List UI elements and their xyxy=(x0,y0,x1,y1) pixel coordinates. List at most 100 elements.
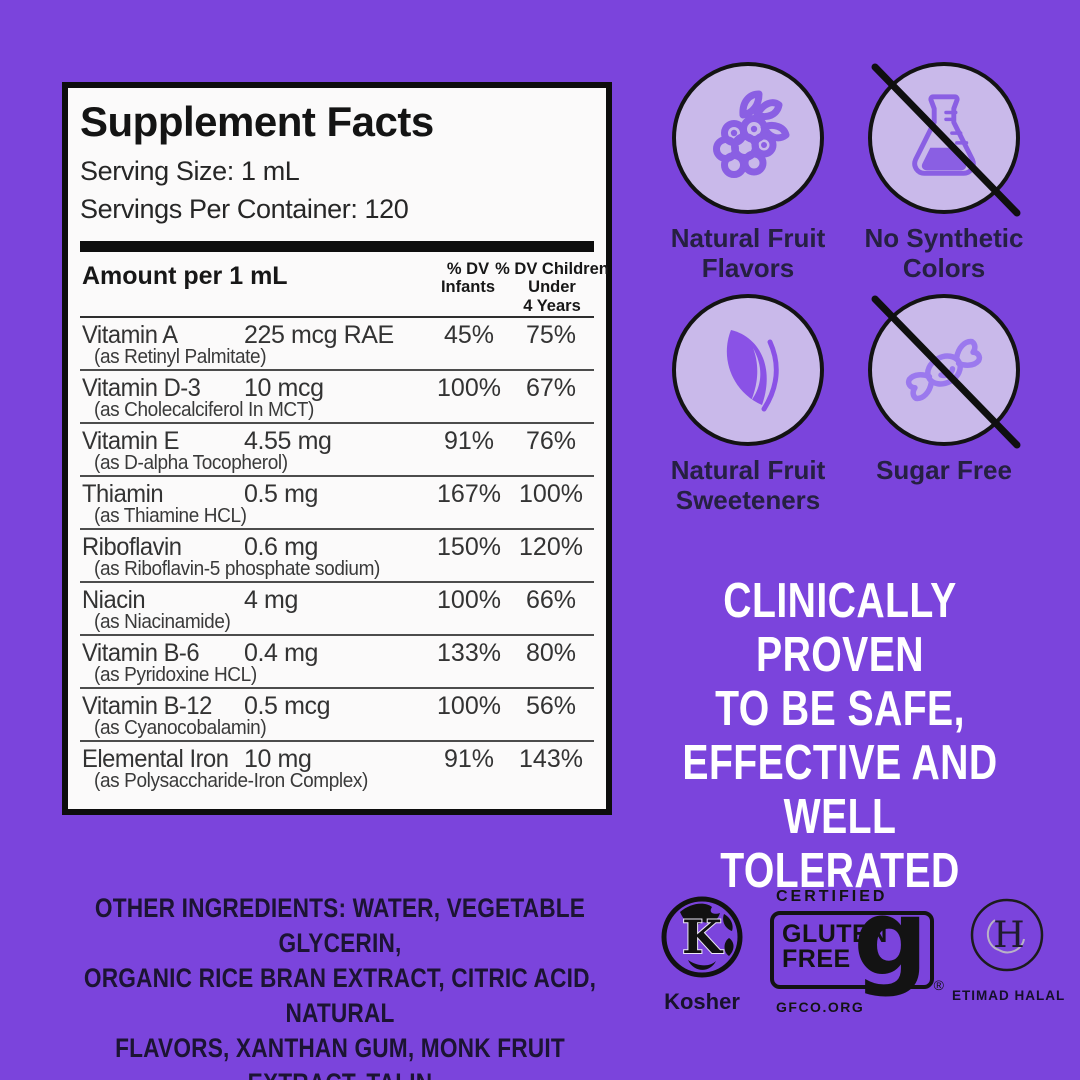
nutrient-amount: 0.6 mg xyxy=(244,533,319,561)
table-row: Vitamin B-12 0.5 mcg 100% 56% (as Cyanoc… xyxy=(80,689,594,742)
nutrient-amount: 0.4 mg xyxy=(244,639,319,667)
dv-children-value: 76% xyxy=(525,427,577,455)
supplement-facts-panel: Supplement Facts Serving Size: 1 mL Serv… xyxy=(62,82,612,815)
candy-icon xyxy=(905,338,983,402)
nutrient-name: Elemental Iron xyxy=(82,745,229,773)
table-row: Vitamin B-6 0.4 mg 133% 80% (as Pyridoxi… xyxy=(80,636,594,689)
column-dv-infants: % DV Infants xyxy=(440,260,496,297)
nutrient-form: (as Polysaccharide-Iron Complex) xyxy=(94,770,369,792)
dv-children-value: 120% xyxy=(519,533,583,561)
badge-label: Natural Fruit Sweeteners xyxy=(670,455,826,516)
dv-children-value: 56% xyxy=(525,692,577,720)
nutrient-form: (as Thiamine HCL) xyxy=(94,505,247,527)
nutrient-name: Vitamin B-6 xyxy=(82,639,200,667)
nutrient-name: Vitamin B-12 xyxy=(82,692,212,720)
dv-children-value: 80% xyxy=(525,639,577,667)
table-row: Niacin 4 mg 100% 66% (as Niacinamide) xyxy=(80,583,594,636)
nutrient-name: Vitamin A xyxy=(82,321,178,349)
nutrient-name: Vitamin E xyxy=(82,427,179,455)
dv-children-value: 100% xyxy=(519,480,583,508)
nutrient-amount: 10 mcg xyxy=(244,374,324,402)
badge-sugar-free: Sugar Free xyxy=(846,294,1042,485)
dv-infants-value: 167% xyxy=(437,480,501,508)
nutrient-amount: 4 mg xyxy=(244,586,298,614)
halal-monogram-icon: H xyxy=(970,898,1044,972)
kosher-label: Kosher xyxy=(664,989,740,1014)
registered-mark: ® xyxy=(933,977,944,993)
halal-h-letter: H xyxy=(993,915,1024,956)
nutrient-form: (as D-alpha Tocopherol) xyxy=(94,452,288,474)
badge-label: Sugar Free xyxy=(876,455,1012,485)
nutrient-amount: 225 mcg RAE xyxy=(244,321,394,349)
badge-natural-fruit-sweeteners: Natural Fruit Sweeteners xyxy=(650,294,846,515)
gfco-url: GFCO.ORG xyxy=(776,999,865,1015)
table-row: Vitamin E 4.55 mg 91% 76% (as D-alpha To… xyxy=(80,424,594,477)
nutrient-form: (as Cyanocobalamin) xyxy=(94,717,267,739)
table-row: Thiamin 0.5 mg 167% 100% (as Thiamine HC… xyxy=(80,477,594,530)
table-header: Amount per 1 mL % DV Infants % DV Childr… xyxy=(80,252,609,318)
nutrient-name: Thiamin xyxy=(82,480,164,508)
gf-word-free: FREE xyxy=(782,945,851,973)
dv-infants-value: 100% xyxy=(437,692,501,720)
nutrient-name: Vitamin D-3 xyxy=(82,374,201,402)
nutrient-name: Niacin xyxy=(82,586,146,614)
feature-badges: Natural Fruit Flavors xyxy=(650,62,1042,522)
certification-logos: K Kosher CERTIFIED GLUTEN FREE g ® GFCO.… xyxy=(640,880,1070,1030)
panel-title: Supplement Facts xyxy=(80,98,434,145)
badge-no-synthetic-colors: No Synthetic Colors xyxy=(846,62,1042,283)
dv-infants-value: 150% xyxy=(437,533,501,561)
kosher-logo: K Kosher xyxy=(646,894,758,1015)
dv-infants-value: 91% xyxy=(443,427,495,455)
halal-label: ETIMAD HALAL xyxy=(952,988,1066,1003)
dv-infants-value: 100% xyxy=(437,374,501,402)
gf-word-gluten: GLUTEN xyxy=(782,920,888,948)
svg-text:K: K xyxy=(682,910,724,964)
nutrient-amount: 4.55 mg xyxy=(244,427,332,455)
badge-circle xyxy=(868,294,1020,446)
badge-label: Natural Fruit Flavors xyxy=(670,223,826,284)
headline-line: EFFECTIVE AND xyxy=(682,736,998,790)
headline-line: TO BE SAFE, xyxy=(715,682,965,736)
dv-infants-value: 45% xyxy=(443,321,495,349)
dv-infants-value: 91% xyxy=(443,745,495,773)
other-ingredients: OTHER INGREDIENTS: WATER, VEGETABLE GLYC… xyxy=(83,893,597,1080)
divider-bar xyxy=(80,241,594,252)
gluten-free-logo: CERTIFIED GLUTEN FREE g ® GFCO.ORG xyxy=(770,886,950,1015)
nutrient-amount: 0.5 mcg xyxy=(244,692,331,720)
dv-infants-value: 133% xyxy=(437,639,501,667)
nutrient-form: (as Niacinamide) xyxy=(94,611,231,633)
dv-children-value: 143% xyxy=(519,745,583,773)
nutrient-form: (as Riboflavin-5 phosphate sodium) xyxy=(94,558,380,580)
dv-children-value: 75% xyxy=(525,321,577,349)
nutrient-form: (as Cholecalciferol In MCT) xyxy=(94,399,314,421)
column-dv-children: % DV Children Under 4 Years xyxy=(495,260,609,315)
servings-per-container: Servings Per Container: 120 xyxy=(80,194,409,224)
badge-circle xyxy=(672,294,824,446)
etimad-halal-logo: H ETIMAD HALAL xyxy=(952,896,1066,1003)
nutrient-amount: 0.5 mg xyxy=(244,480,319,508)
gf-certified-text: CERTIFIED xyxy=(776,888,888,905)
flask-icon xyxy=(912,94,976,176)
dv-children-value: 66% xyxy=(525,586,577,614)
headline-line: WELL TOLERATED xyxy=(720,790,960,898)
serving-size: Serving Size: 1 mL xyxy=(80,156,300,186)
badge-circle xyxy=(868,62,1020,214)
dv-infants-value: 100% xyxy=(437,586,501,614)
table-row: Riboflavin 0.6 mg 150% 120% (as Riboflav… xyxy=(80,530,594,583)
headline: CLINICALLY PROVEN TO BE SAFE, EFFECTIVE … xyxy=(664,574,1016,898)
badge-circle xyxy=(672,62,824,214)
nutrient-form: (as Retinyl Palmitate) xyxy=(94,346,267,368)
nutrient-name: Riboflavin xyxy=(82,533,182,561)
berry-icon xyxy=(713,90,790,178)
dv-children-value: 67% xyxy=(525,374,577,402)
gf-box: GLUTEN FREE g ® xyxy=(770,886,944,993)
table-row: Vitamin A 225 mcg RAE 45% 75% (as Retiny… xyxy=(80,318,594,371)
table-row: Elemental Iron 10 mg 91% 143% (as Polysa… xyxy=(80,742,594,793)
gluten-free-g-icon: g xyxy=(853,877,928,999)
nutrient-amount: 10 mg xyxy=(244,745,312,773)
table-row: Vitamin D-3 10 mcg 100% 67% (as Cholecal… xyxy=(80,371,594,424)
nutrient-rows: Vitamin A 225 mcg RAE 45% 75% (as Retiny… xyxy=(80,318,594,793)
column-amount: Amount per 1 mL xyxy=(82,262,288,290)
nutrient-form: (as Pyridoxine HCL) xyxy=(94,664,257,686)
